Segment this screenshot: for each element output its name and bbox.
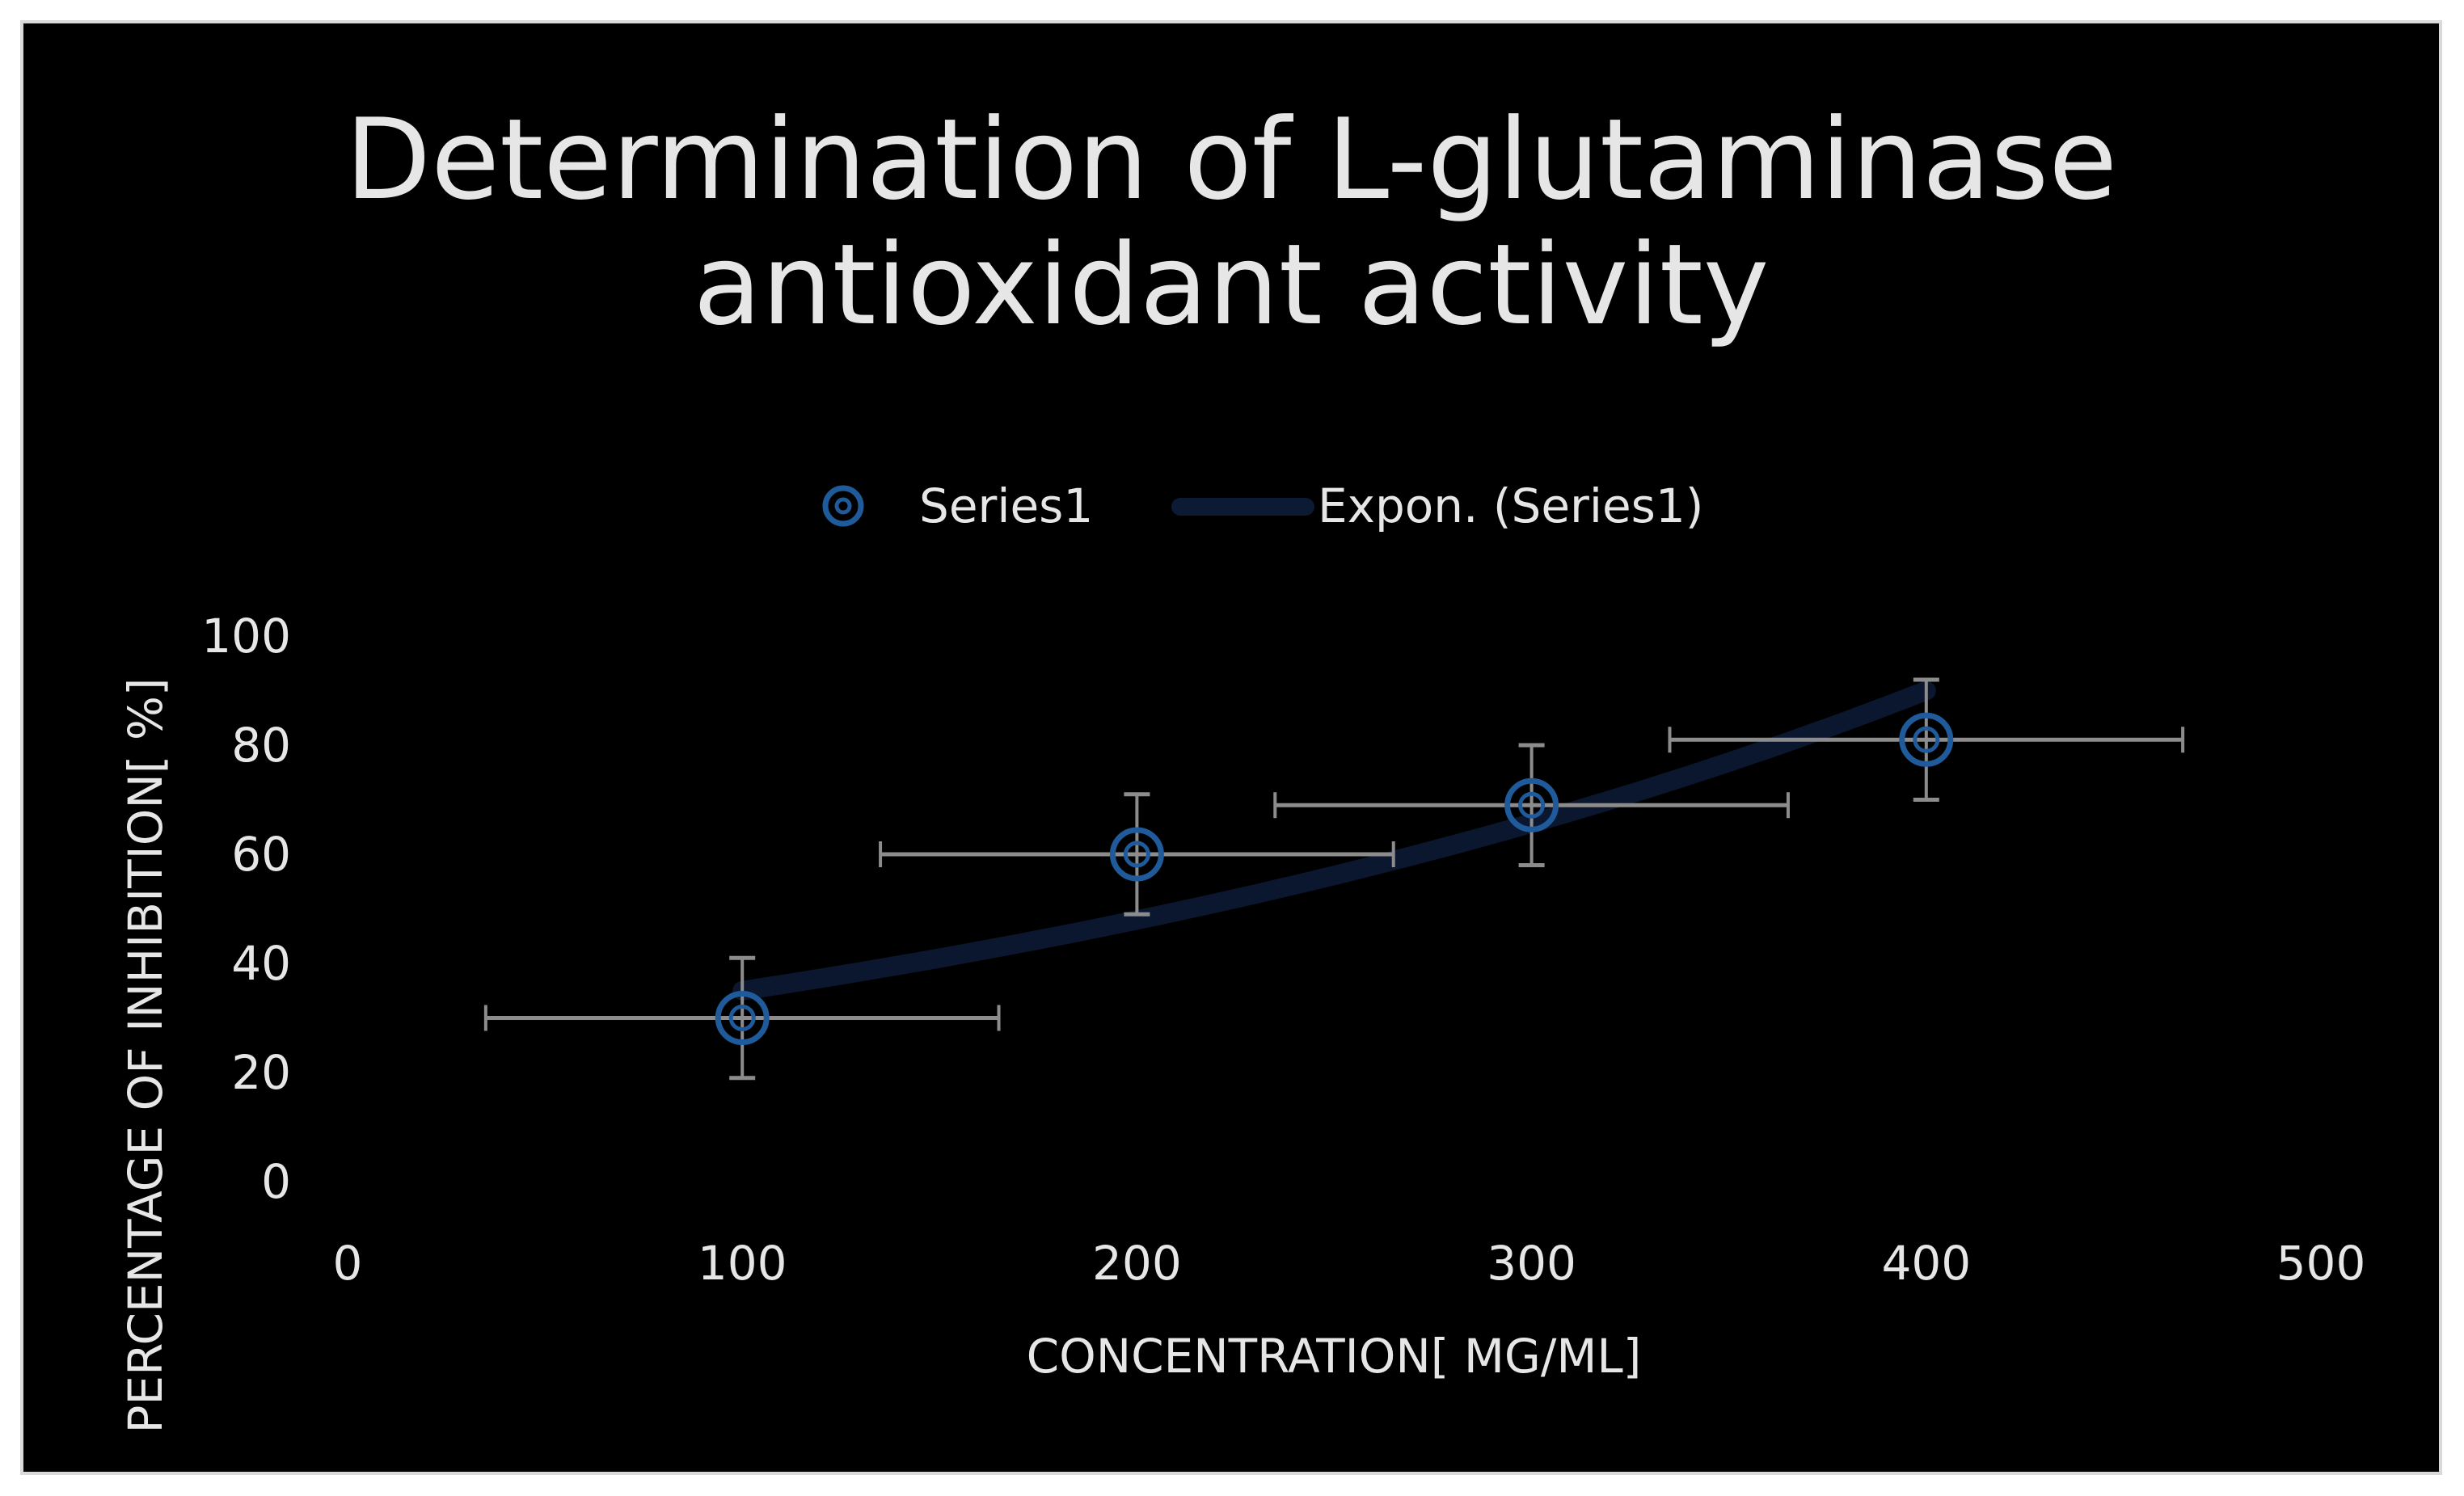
y-tick-label: 80: [231, 718, 291, 773]
data-point: [483, 955, 1001, 1081]
marker-outer-ring: [1504, 777, 1559, 832]
legend-label-series1: Series1: [919, 478, 1093, 533]
chart-area: [20, 20, 2442, 1475]
x-axis-label: CONCENTRATION[ MG/ML]: [1027, 1329, 1642, 1384]
y-tick-label: 60: [231, 827, 291, 882]
series-layer: [483, 677, 2185, 1081]
legend-marker-series1-icon: [822, 485, 864, 527]
y-tick-label: 100: [201, 609, 291, 664]
data-point: [879, 792, 1395, 917]
x-axis-ticks: 0 100 200 300 400 500: [333, 1236, 2366, 1291]
trendline-layer: [732, 681, 1936, 1001]
x-tick-label: 0: [333, 1236, 363, 1291]
data-point: [1668, 677, 2185, 802]
data-point: [1273, 743, 1790, 867]
marker-outer-ring: [715, 991, 770, 1045]
x-tick-label: 200: [1092, 1236, 1182, 1291]
y-tick-label: 0: [261, 1154, 291, 1209]
legend-label-trendline: Expon. (Series1): [1318, 478, 1703, 533]
x-tick-label: 400: [1881, 1236, 1971, 1291]
marker-inner-ring: [1518, 791, 1546, 819]
x-tick-label: 500: [2276, 1236, 2366, 1291]
marker-inner-ring: [1913, 726, 1940, 753]
trendline: [732, 681, 1936, 1001]
marker-inner-ring: [728, 1005, 756, 1031]
marker-outer-ring: [1109, 827, 1164, 882]
legend: Series1 Expon. (Series1): [822, 478, 1703, 533]
marker-inner-ring: [1123, 841, 1150, 868]
y-axis-ticks: 0 20 40 60 80 100: [201, 609, 291, 1209]
x-tick-label: 300: [1487, 1236, 1576, 1291]
y-axis-label: PERCENTAGE OF INHIBITION[ %]: [118, 677, 173, 1433]
y-tick-label: 40: [231, 936, 291, 991]
x-tick-label: 100: [698, 1236, 787, 1291]
chart-title-line-1: Determination of L-glutaminase: [345, 95, 2117, 225]
y-tick-label: 20: [231, 1045, 291, 1100]
marker-outer-ring: [1899, 712, 1954, 767]
chart-title-line-2: antioxidant activity: [694, 220, 1770, 350]
